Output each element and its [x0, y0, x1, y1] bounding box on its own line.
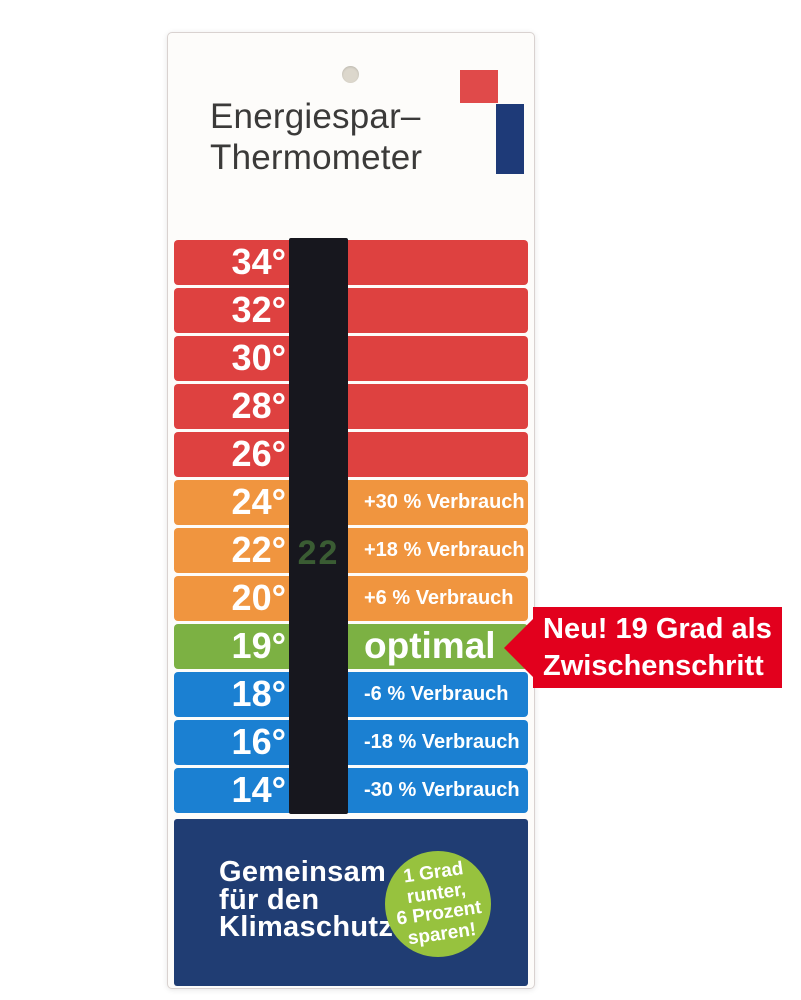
consumption-label	[354, 240, 528, 285]
thermometer-row-32: 32°	[174, 288, 528, 333]
temperature-label: 18°	[231, 673, 286, 714]
consumption-label: +30 % Verbrauch	[364, 491, 525, 513]
temperature-label: 28°	[231, 385, 286, 426]
temperature-label: 22°	[231, 529, 286, 570]
consumption-label	[354, 384, 528, 429]
product-title: Energiespar– Thermometer	[210, 96, 422, 178]
footer-line-1: Gemeinsam	[219, 856, 387, 888]
consumption-label	[354, 336, 528, 381]
consumption-label: -18 % Verbrauch	[364, 731, 520, 753]
consumption-label: -30 % Verbrauch	[364, 779, 520, 801]
optimal-label: optimal	[364, 625, 496, 666]
logo-blue-square	[496, 104, 524, 174]
thermometer-row-19: 19° optimal	[174, 624, 528, 669]
thermometer-row-20: 20° +6 % Verbrauch	[174, 576, 528, 621]
thermometer-row-30: 30°	[174, 336, 528, 381]
thermometer-card: Energiespar– Thermometer 34° 32° 30° 28° 26°…	[167, 32, 535, 989]
footer-panel: Gemeinsam für den Klimaschutz 1 Grad runt…	[174, 819, 528, 986]
temperature-label: 34°	[231, 241, 286, 282]
consumption-label: -6 % Verbrauch	[364, 683, 509, 705]
title-line-2: Thermometer	[210, 138, 423, 177]
badge-text: 1 Grad runter, 6 Prozent sparen!	[390, 857, 486, 950]
thermometer-row-22: 22° +18 % Verbrauch	[174, 528, 528, 573]
thermometer-row-28: 28°	[174, 384, 528, 429]
thermometer-rows: 34° 32° 30° 28° 26° 24° +30 % Verbrauch 22° +18 …	[174, 240, 528, 813]
savings-badge: 1 Grad runter, 6 Prozent sparen!	[385, 851, 491, 957]
temperature-label: 24°	[231, 481, 286, 522]
temperature-label: 20°	[231, 577, 286, 618]
hanger-hole	[342, 66, 359, 83]
temperature-label: 19°	[231, 625, 286, 666]
thermometer-row-16: 16° -18 % Verbrauch	[174, 720, 528, 765]
title-line-1: Energiespar–	[210, 97, 421, 136]
banner-line-2: Zwischenschritt	[543, 650, 764, 682]
temperature-label: 30°	[231, 337, 286, 378]
temperature-label: 32°	[231, 289, 286, 330]
thermometer-row-24: 24° +30 % Verbrauch	[174, 480, 528, 525]
footer-slogan: Gemeinsam für den Klimaschutz	[219, 856, 394, 943]
thermometer-strip: 22	[289, 238, 348, 814]
banner-line-1: Neu! 19 Grad als	[543, 613, 772, 645]
temperature-label: 16°	[231, 721, 286, 762]
logo-red-square	[460, 70, 498, 103]
thermometer-row-34: 34°	[174, 240, 528, 285]
new-feature-banner: Neu! 19 Grad als Zwischenschritt	[504, 607, 782, 688]
thermometer-row-26: 26°	[174, 432, 528, 477]
temperature-label: 26°	[231, 433, 286, 474]
thermometer-row-18: 18° -6 % Verbrauch	[174, 672, 528, 717]
lcd-temperature-value: 22	[297, 534, 340, 572]
consumption-label	[354, 288, 528, 333]
banner-arrow-icon	[504, 618, 533, 677]
footer-line-3: Klimaschutz	[219, 911, 394, 943]
consumption-label: +18 % Verbrauch	[364, 539, 525, 561]
thermometer-row-14: 14° -30 % Verbrauch	[174, 768, 528, 813]
temperature-label: 14°	[231, 769, 286, 810]
consumption-label	[354, 432, 528, 477]
consumption-label: +6 % Verbrauch	[364, 587, 514, 609]
footer-line-2: für den	[219, 883, 320, 916]
